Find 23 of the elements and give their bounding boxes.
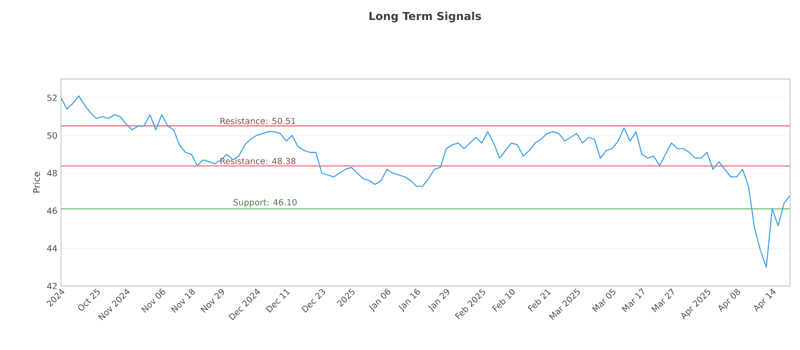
x-tick-label: Jan 29 <box>428 289 450 312</box>
x-tick-label: Dec 23 <box>301 288 326 313</box>
x-tick-label: Oct 25 <box>78 288 100 311</box>
y-tick-label: 48 <box>47 170 57 176</box>
x-tick-label: Apr 14 <box>754 288 776 312</box>
x-tick-label: Feb 21 <box>528 289 552 312</box>
x-tick-label: Apr 08 <box>718 288 740 312</box>
ref-line-label: Resistance: 50.51 <box>220 118 296 124</box>
y-tick-label: 42 <box>47 282 57 290</box>
x-tick-label: Feb 10 <box>492 289 515 312</box>
x-tick-label: Mar 27 <box>651 288 674 312</box>
y-tick-label: 44 <box>47 245 57 252</box>
y-tick-label: 50 <box>47 132 57 139</box>
ref-line-label: Support: 46.10 <box>234 199 297 208</box>
y-axis-title: Price <box>32 172 40 193</box>
x-tick-label: Mar 05 <box>592 288 616 312</box>
x-tick-label: Jan 16 <box>398 288 420 312</box>
ref-line-label: Resistance: 48.38 <box>220 158 296 164</box>
x-tick-label: Dec 11 <box>266 289 290 313</box>
y-tick-label: 46 <box>47 208 57 214</box>
chart-title: Long Term Signals <box>369 12 481 22</box>
x-tick-label: Jan 06 <box>368 288 390 312</box>
y-tick-label: 52 <box>47 94 57 102</box>
